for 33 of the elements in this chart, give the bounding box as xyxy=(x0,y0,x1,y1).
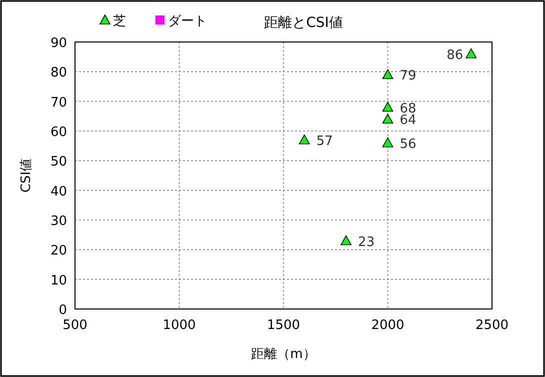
legend-label: ダート xyxy=(168,14,207,29)
data-label: 64 xyxy=(400,113,416,128)
point xyxy=(382,69,394,80)
point xyxy=(466,48,477,58)
y-tick-label: 50 xyxy=(50,154,67,170)
x-tick-label: 1500 xyxy=(266,318,300,333)
x-tick-label: 2500 xyxy=(475,318,509,333)
data-label: 57 xyxy=(316,134,333,149)
x-tick-label: 1000 xyxy=(162,318,196,333)
point xyxy=(382,114,394,124)
y-axis-title: CSI値 xyxy=(19,158,34,193)
point xyxy=(340,235,352,246)
data-label: 86 xyxy=(446,48,464,63)
point xyxy=(382,137,394,148)
legend-label: 芝 xyxy=(113,14,126,29)
y-tick-label: 30 xyxy=(50,214,67,229)
x-tick-label: 2000 xyxy=(371,318,404,333)
y-tick-label: 0 xyxy=(58,303,67,318)
y-tick-label: 40 xyxy=(50,184,67,200)
y-tick-label: 20 xyxy=(50,244,67,259)
y-tick-label: 80 xyxy=(50,66,67,81)
y-tick-label: 10 xyxy=(50,273,67,288)
point xyxy=(298,134,310,144)
chart-title: 距離とCSI値 xyxy=(264,15,343,31)
point xyxy=(382,102,394,112)
y-tick-label: 60 xyxy=(50,125,67,140)
y-tick-label: 90 xyxy=(50,36,67,51)
data-label: 23 xyxy=(358,234,375,250)
data-label: 56 xyxy=(400,136,416,152)
data-label: 79 xyxy=(400,68,416,84)
x-axis-title: 距離（m） xyxy=(251,347,316,362)
x-tick-label: 500 xyxy=(62,318,88,333)
y-tick-label: 70 xyxy=(50,95,67,110)
